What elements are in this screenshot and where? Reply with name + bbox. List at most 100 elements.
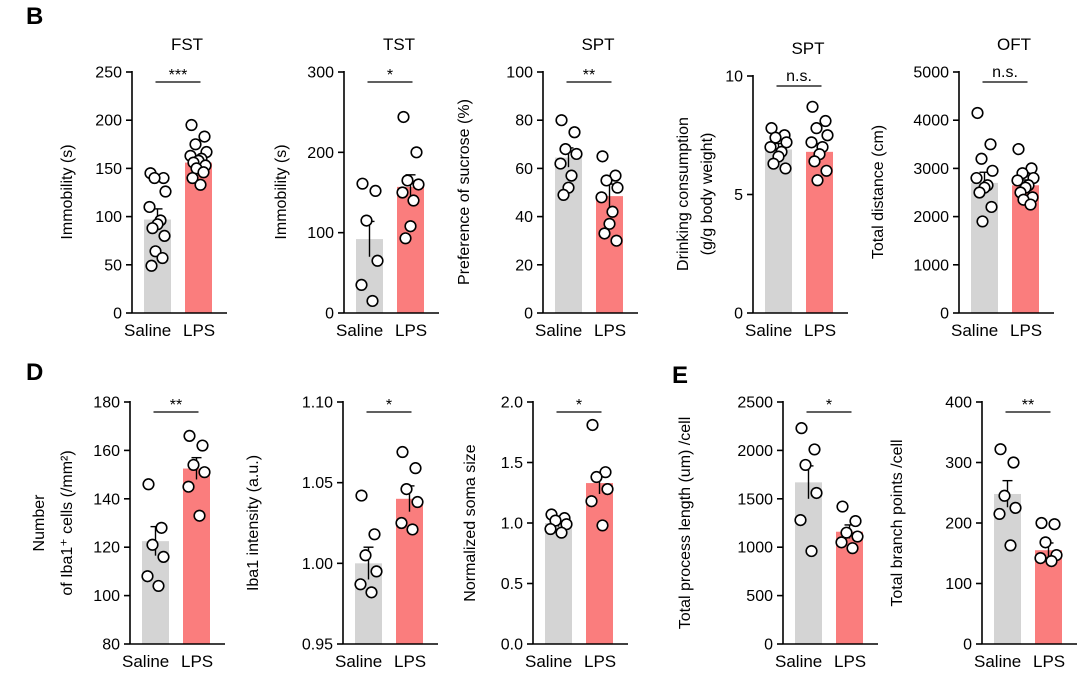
data-point [410, 146, 423, 159]
y-tick-label: 200 [307, 145, 334, 162]
y-tick-label: 2.0 [501, 395, 523, 412]
data-point [401, 174, 414, 187]
bar-lps [586, 483, 613, 644]
data-point [395, 516, 408, 530]
bar-saline [795, 482, 822, 644]
data-point [805, 544, 818, 558]
y-tick-label: 80 [515, 113, 533, 130]
data-point [810, 486, 823, 500]
data-point [555, 114, 568, 127]
y-tick-label: 100 [945, 576, 972, 593]
data-point [400, 483, 413, 496]
data-point [193, 509, 206, 522]
data-point [1011, 174, 1024, 187]
data-point [1039, 536, 1052, 549]
chart-branch-points: 0 100 200 300 400 Saline LPS Total branch point… [889, 395, 1077, 671]
y-tick-label: 0 [940, 306, 949, 323]
y-axis-label: Normalized soma size [462, 444, 479, 601]
chart-title: SPT [791, 39, 824, 58]
data-point [397, 110, 410, 124]
x-category-label: Saline [122, 652, 169, 671]
data-point [146, 222, 159, 235]
data-point [598, 227, 611, 240]
chart-title: TST [383, 35, 415, 54]
y-axis-label-line2: of Iba1⁺ cells (/mm²) [59, 450, 76, 595]
data-point [808, 155, 821, 168]
data-point [396, 186, 409, 199]
significance-label: * [386, 397, 392, 414]
chart-iba1-intensity: 0.95 1.00 1.05 1.10 Saline LPS Iba1 intensity … [245, 395, 438, 671]
y-tick-label: 5000 [913, 65, 949, 82]
y-tick-label: 140 [93, 491, 120, 508]
data-point [355, 489, 368, 502]
y-tick-label: 5 [734, 187, 743, 204]
x-category-label: LPS [181, 652, 213, 671]
y-tick-label: 200 [945, 516, 972, 533]
data-point [596, 519, 609, 532]
data-point [406, 523, 419, 536]
data-point [806, 100, 819, 113]
panel-letter-d: D [26, 359, 43, 386]
data-point [595, 191, 608, 204]
data-point [365, 586, 378, 599]
data-point [187, 458, 200, 472]
y-tick-label: 0 [524, 306, 533, 323]
data-point [1035, 516, 1048, 530]
data-point [354, 578, 367, 591]
data-point [356, 177, 369, 190]
data-point [159, 185, 172, 198]
chart-fst: 0 50 100 150 200 250 Saline LPS Immobility (s) FS… [59, 35, 227, 340]
data-point [359, 549, 372, 562]
data-point [767, 157, 780, 170]
data-point [805, 136, 818, 149]
data-point [799, 458, 812, 472]
panel-letter-b: B [26, 3, 43, 30]
data-point [371, 254, 384, 267]
data-point [411, 495, 424, 509]
data-point [585, 495, 598, 508]
x-category-label: Saline [335, 652, 382, 671]
bar-saline [765, 149, 792, 313]
y-tick-label: 1.0 [501, 516, 523, 533]
data-point [611, 181, 624, 194]
chart-spt-pref: 0 20 40 60 80 100 Saline LPS Preference of sucro… [456, 35, 638, 340]
y-tick-label: 0.0 [501, 637, 523, 654]
significance-label: ** [170, 397, 182, 414]
y-tick-label: 0 [963, 637, 972, 654]
y-tick-label: 300 [307, 65, 334, 82]
data-point [846, 542, 859, 555]
y-tick-label: 150 [95, 161, 122, 178]
data-point [794, 513, 807, 527]
data-point [570, 147, 583, 161]
bar-saline [545, 523, 572, 644]
chart-iba1-number: 80 100 120 140 160 180 Saline LPS Number of Iba1⁺… [31, 395, 225, 671]
data-point [399, 232, 412, 245]
data-point [1048, 518, 1061, 531]
data-point [196, 439, 209, 452]
data-point [1012, 143, 1025, 156]
y-tick-label: 300 [945, 455, 972, 472]
x-category-label: LPS [183, 321, 215, 340]
data-point [369, 184, 382, 197]
bar-lps [183, 468, 210, 644]
y-tick-label: 0.5 [501, 576, 523, 593]
y-axis-label: Drinking consumption [675, 117, 692, 271]
y-axis-label: Number [31, 494, 48, 552]
y-tick-label: 2000 [913, 209, 949, 226]
y-tick-label: 4000 [913, 113, 949, 130]
x-category-label: Saline [775, 652, 822, 671]
data-point [1045, 555, 1058, 568]
data-point [810, 122, 823, 135]
data-point [975, 152, 988, 165]
y-tick-label: 100 [95, 209, 122, 226]
data-point [610, 234, 623, 247]
data-point [404, 220, 417, 233]
x-category-label: Saline [951, 321, 998, 340]
chart-title: FST [171, 35, 203, 54]
data-point [407, 194, 420, 207]
chart-process-length: 0 500 1000 1500 2000 2500 Saline LPS Total proce… [677, 395, 878, 671]
y-tick-label: 100 [307, 225, 334, 242]
x-category-label: Saline [745, 321, 792, 340]
data-point [557, 188, 570, 202]
data-point [984, 138, 997, 151]
